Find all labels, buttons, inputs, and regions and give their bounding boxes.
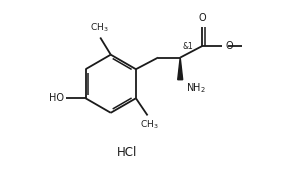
- Text: HO: HO: [49, 93, 64, 103]
- Text: &1: &1: [182, 43, 193, 52]
- Polygon shape: [178, 58, 183, 80]
- Text: NH$_2$: NH$_2$: [186, 81, 206, 95]
- Text: HCl: HCl: [117, 146, 138, 159]
- Text: CH$_3$: CH$_3$: [140, 119, 158, 131]
- Text: O: O: [199, 13, 206, 23]
- Text: CH$_3$: CH$_3$: [89, 22, 108, 34]
- Text: O: O: [225, 41, 233, 51]
